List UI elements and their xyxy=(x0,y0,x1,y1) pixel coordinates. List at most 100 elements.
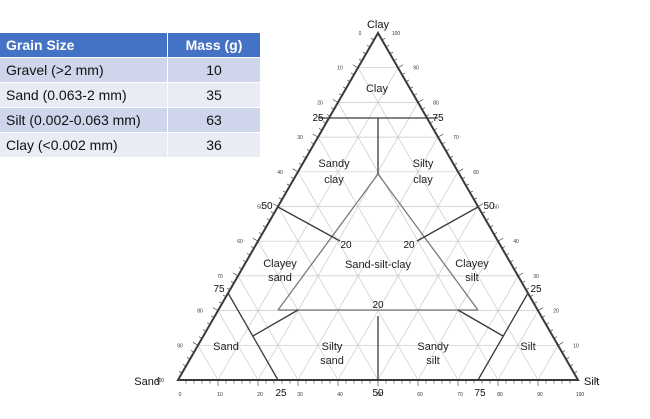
region-sandy-silt-1: Sandy xyxy=(417,341,449,353)
boundary-line xyxy=(477,292,529,381)
region-sandy-silt-2: silt xyxy=(426,355,439,367)
tick-label-left: 80 xyxy=(197,309,203,315)
tick-mark xyxy=(332,99,339,103)
tick-label-bottom: 50 xyxy=(377,392,383,398)
region-sand: Sand xyxy=(213,341,239,353)
tick-label-left: 90 xyxy=(177,343,183,349)
tick-label-25-bottom: 25 xyxy=(275,388,287,399)
boundary-line xyxy=(277,173,379,311)
grain-label: Gravel (>2 mm) xyxy=(0,57,168,83)
tick-label-bottom: 20 xyxy=(257,392,263,398)
tick-label-left: 50 xyxy=(257,205,263,211)
tick-label-20-inner-left: 20 xyxy=(340,240,352,251)
tick-label-left: 60 xyxy=(237,239,243,245)
tick-label-75-left: 75 xyxy=(213,284,225,295)
tick-label-left: 40 xyxy=(277,170,283,176)
grain-label: Clay (<0.002 mm) xyxy=(0,132,168,158)
tick-label-20-inner-right: 20 xyxy=(403,240,415,251)
table-row: Sand (0.063-2 mm) 35 xyxy=(0,82,260,108)
grid-line xyxy=(337,102,499,381)
table-row: Clay (<0.002 mm) 36 xyxy=(0,132,260,158)
tick-label-right: 60 xyxy=(473,170,479,176)
region-silty-sand-1: Silty xyxy=(322,341,343,353)
tick-label-75-bottom: 75 xyxy=(474,388,486,399)
tick-label-left: 10 xyxy=(337,66,343,72)
tick-label-right: 0 xyxy=(595,378,598,384)
tick-label-right: 90 xyxy=(413,66,419,72)
grain-label: Silt (0.002-0.063 mm) xyxy=(0,107,168,133)
region-sandy-clay-1: Sandy xyxy=(318,158,350,170)
tick-label-bottom: 0 xyxy=(179,392,182,398)
tick-label-right: 40 xyxy=(513,239,519,245)
region-sand-silt-clay: Sand-silt-clay xyxy=(345,259,412,271)
region-silty-clay-2: clay xyxy=(413,174,433,186)
grid-line xyxy=(317,136,459,381)
tick-label-20-inner-bottom: 20 xyxy=(372,300,384,311)
tick-mark xyxy=(352,64,359,68)
tick-label-75-right: 75 xyxy=(432,113,444,124)
region-clay: Clay xyxy=(366,83,389,95)
tick-label-bottom: 70 xyxy=(457,392,463,398)
grain-mass: 36 xyxy=(167,132,260,158)
grid-line xyxy=(377,206,479,381)
table-row: Gravel (>2 mm) 10 xyxy=(0,57,260,83)
tick-label-bottom: 100 xyxy=(576,392,585,398)
tick-label-bottom: 40 xyxy=(337,392,343,398)
header-mass: Mass (g) xyxy=(167,33,260,58)
region-clayey-silt-2: silt xyxy=(465,272,478,284)
boundary-line xyxy=(416,206,479,242)
corner-label-silt: Silt xyxy=(584,376,599,388)
header-grain-size: Grain Size xyxy=(0,33,168,58)
corner-label-clay: Clay xyxy=(367,19,390,31)
region-clayey-silt-1: Clayey xyxy=(455,258,489,270)
tick-label-right: 80 xyxy=(433,100,439,106)
tick-label-left: 30 xyxy=(297,135,303,141)
grid-line xyxy=(277,206,379,381)
grid-line xyxy=(257,102,419,381)
grid-line xyxy=(197,345,219,381)
tick-label-50-right: 50 xyxy=(483,201,495,212)
table-header-row: Grain Size Mass (g) xyxy=(0,33,260,58)
tick-label-25-right: 25 xyxy=(530,284,542,295)
tick-mark xyxy=(192,342,199,346)
grid-line xyxy=(297,136,439,381)
region-silty-clay-1: Silty xyxy=(413,158,434,170)
tick-label-right: 30 xyxy=(533,274,539,280)
tick-label-right: 10 xyxy=(573,343,579,349)
grid-line xyxy=(537,345,559,381)
tick-label-50-left: 50 xyxy=(261,201,273,212)
tick-label-left: 100 xyxy=(156,378,165,384)
region-sandy-clay-2: clay xyxy=(324,174,344,186)
table-row: Silt (0.002-0.063 mm) 63 xyxy=(0,107,260,133)
boundary-line xyxy=(277,206,341,242)
boundary-line xyxy=(457,309,504,337)
region-clayey-sand-2: sand xyxy=(268,272,292,284)
tick-label-bottom: 30 xyxy=(297,392,303,398)
tick-label-bottom: 10 xyxy=(217,392,223,398)
grain-size-table: Grain Size Mass (g) Gravel (>2 mm) 10 Sa… xyxy=(0,33,260,158)
region-silty-sand-2: sand xyxy=(320,355,344,367)
boundary-line xyxy=(377,173,479,311)
tick-label-right: 20 xyxy=(553,309,559,315)
tick-label-left: 0 xyxy=(359,31,362,37)
tick-label-bottom: 90 xyxy=(537,392,543,398)
class-boundaries xyxy=(227,117,529,381)
tick-mark xyxy=(232,272,239,277)
corner-label-sand: Sand xyxy=(134,376,160,388)
tick-label-left: 20 xyxy=(317,100,323,106)
tick-label-bottom: 60 xyxy=(417,392,423,398)
grain-mass: 10 xyxy=(167,57,260,83)
tick-label-bottom: 80 xyxy=(497,392,503,398)
tick-mark xyxy=(252,237,259,242)
tick-label-left: 70 xyxy=(217,274,223,280)
tick-label-25-left: 25 xyxy=(312,113,324,124)
boundary-line xyxy=(227,292,279,381)
region-clayey-sand-1: Clayey xyxy=(263,258,297,270)
grain-mass: 35 xyxy=(167,82,260,108)
boundary-line xyxy=(252,309,299,337)
tick-label-50-bottom: 50 xyxy=(372,388,384,399)
grain-mass: 63 xyxy=(167,107,260,133)
tick-label-right: 100 xyxy=(392,31,401,37)
grain-label: Sand (0.063-2 mm) xyxy=(0,82,168,108)
